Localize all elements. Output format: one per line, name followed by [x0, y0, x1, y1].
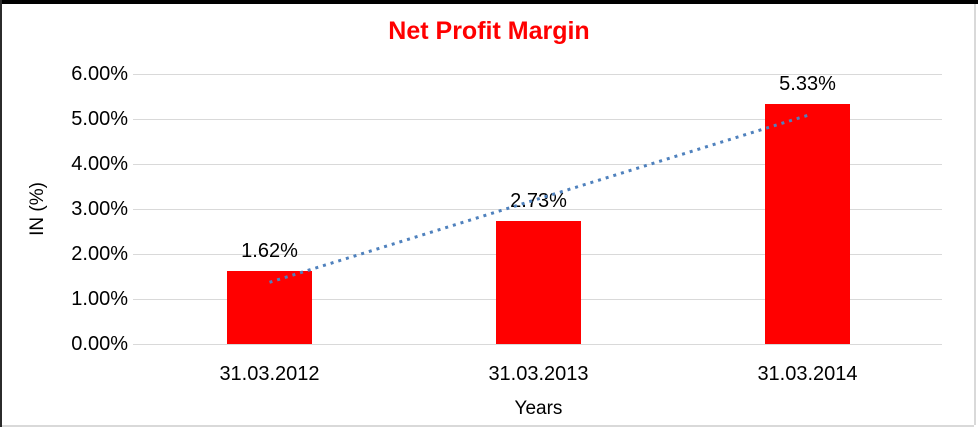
- frame-border-right: [974, 4, 976, 425]
- y-tick-label: 0.00%: [71, 333, 128, 355]
- y-tick-label: 5.00%: [71, 108, 128, 130]
- frame-border-top: [0, 0, 978, 4]
- y-tick-label: 3.00%: [71, 198, 128, 220]
- y-tick-label: 6.00%: [71, 63, 128, 85]
- x-tick-label: 31.03.2014: [757, 363, 858, 385]
- bar-31.03.2014: [765, 104, 850, 344]
- y-tick-label: 2.00%: [71, 243, 128, 265]
- bar-data-label: 1.62%: [241, 240, 298, 263]
- bar-31.03.2012: [227, 271, 312, 344]
- chart-title: Net Profit Margin: [388, 17, 590, 45]
- y-tick-label: 1.00%: [71, 288, 128, 310]
- frame-border-bottom: [2, 425, 974, 427]
- gridline: [133, 343, 942, 345]
- bar-31.03.2013: [496, 221, 581, 344]
- bar-data-label: 2.73%: [510, 190, 567, 213]
- x-tick-label: 31.03.2013: [488, 363, 589, 385]
- y-tick-label: 4.00%: [71, 153, 128, 175]
- frame-border-left: [0, 0, 2, 427]
- x-axis-title: Years: [514, 398, 563, 419]
- x-tick-label: 31.03.2012: [219, 363, 320, 385]
- gridline: [133, 73, 942, 75]
- bar-data-label: 5.33%: [779, 73, 836, 96]
